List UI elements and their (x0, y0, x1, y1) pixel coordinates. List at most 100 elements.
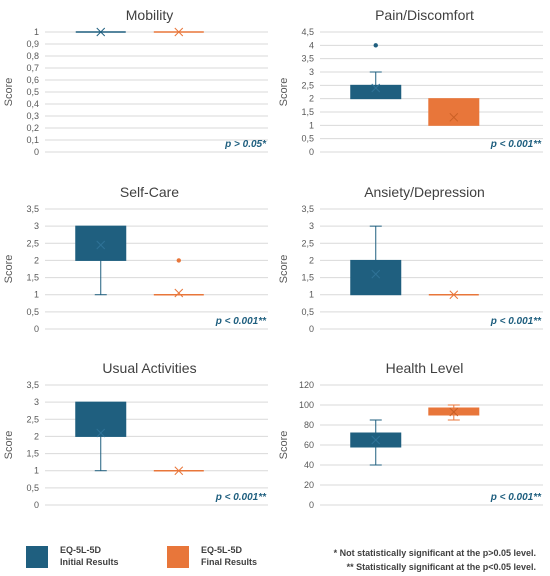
legend-initial-line2: Initial Results (60, 557, 119, 567)
chart-panel: Self-Care Score 0 0,5 1 1,5 2 2,5 3 3,5 p < 0.001*… (3, 184, 268, 334)
y-tick-label: 2,5 (26, 238, 39, 248)
legend-final-line1: EQ-5L-5D (201, 545, 243, 555)
y-tick-label: 0,6 (26, 75, 39, 85)
y-axis-label: Score (278, 255, 290, 284)
y-tick-label: 1,5 (26, 449, 39, 459)
y-tick-label: 2,5 (301, 238, 314, 248)
y-tick-label: 0,5 (301, 134, 314, 144)
y-tick-label: 3 (34, 397, 39, 407)
y-tick-label: 0,9 (26, 39, 39, 49)
y-tick-label: 80 (304, 420, 314, 430)
y-tick-label: 0 (309, 324, 314, 334)
p-value-label: p < 0.001** (215, 492, 267, 503)
y-tick-label: 2 (309, 255, 314, 265)
y-tick-label: 0 (309, 500, 314, 510)
box (350, 259, 402, 296)
p-value-label: p < 0.001** (490, 139, 542, 150)
box (75, 401, 127, 437)
mean-marker (96, 428, 106, 438)
mean-marker (174, 27, 184, 37)
y-axis-label: Score (3, 255, 15, 284)
note-significant: ** Statistically significant at the p<0.… (346, 562, 536, 572)
outlier-point (373, 43, 378, 48)
y-tick-label: 0,5 (26, 307, 39, 317)
y-tick-label: 1,5 (301, 273, 314, 283)
y-tick-label: 3 (34, 221, 39, 231)
chart-panel: Ansiety/Depression Score 0 0,5 1 1,5 2 2,5 3 3,5 p… (278, 184, 543, 334)
y-tick-label: 0,2 (26, 123, 39, 133)
chart-title: Mobility (126, 7, 173, 23)
y-tick-label: 3 (309, 67, 314, 77)
y-tick-label: 0 (34, 324, 39, 334)
mean-marker (174, 466, 184, 476)
box (75, 225, 127, 261)
note-not-significant: * Not statistically significant at the p… (333, 548, 536, 558)
y-tick-label: 0,8 (26, 51, 39, 61)
y-tick-label: 0 (34, 147, 39, 157)
y-axis-label: Score (278, 431, 290, 460)
y-tick-label: 1 (34, 466, 39, 476)
y-tick-label: 2 (34, 255, 39, 265)
charts-svg: Mobility Score 0 0,1 0,2 0,3 0,4 0,5 0,6 0,7 0,8 0,… (3, 7, 543, 510)
mean-marker (96, 240, 106, 250)
y-tick-label: 1 (34, 27, 39, 37)
p-value-label: p < 0.001** (215, 316, 267, 327)
chart-panel: Pain/Discomfort Score 0 0,5 1 1,5 2 2,5 3 3,5 4 4,5… (278, 7, 543, 157)
y-axis-label: Score (3, 431, 15, 460)
legend: EQ-5L-5D Initial Results EQ-5L-5D Final … (0, 540, 550, 576)
y-axis-label: Score (278, 78, 290, 107)
y-tick-label: 4,5 (301, 27, 314, 37)
y-tick-label: 1,5 (26, 273, 39, 283)
y-tick-label: 3 (309, 221, 314, 231)
y-tick-label: 20 (304, 480, 314, 490)
y-tick-label: 0 (34, 500, 39, 510)
significance-notes: * Not statistically significant at the p… (334, 546, 536, 574)
y-tick-label: 3,5 (26, 204, 39, 214)
box (350, 84, 402, 100)
y-tick-label: 40 (304, 460, 314, 470)
chart-panel: Usual Activities Score 0 0,5 1 1,5 2 2,5 3 3,5 p <… (3, 360, 268, 510)
y-tick-label: 1 (34, 290, 39, 300)
y-tick-label: 3,5 (301, 54, 314, 64)
legend-item-initial: EQ-5L-5D Initial Results (26, 544, 119, 568)
outlier-point (176, 258, 181, 263)
y-tick-label: 0 (309, 147, 314, 157)
legend-final-line2: Final Results (201, 557, 258, 567)
mean-marker (371, 269, 381, 279)
y-tick-label: 3,5 (26, 380, 39, 390)
y-tick-label: 0,5 (301, 307, 314, 317)
y-tick-label: 2,5 (301, 80, 314, 90)
y-tick-label: 1 (309, 120, 314, 130)
chart-title: Ansiety/Depression (364, 184, 485, 200)
y-tick-label: 2 (34, 431, 39, 441)
mean-marker (96, 27, 106, 37)
y-tick-label: 120 (299, 380, 314, 390)
mean-marker (371, 435, 381, 445)
y-tick-label: 0,5 (26, 87, 39, 97)
y-tick-label: 1,5 (301, 107, 314, 117)
chart-panel: Health Level Score 0 20 40 60 80 100 120 p < 0.00… (278, 360, 543, 510)
mean-marker (174, 288, 184, 298)
legend-swatch-initial (26, 546, 48, 568)
y-tick-label: 3,5 (301, 204, 314, 214)
p-value-label: p < 0.001** (490, 316, 542, 327)
y-tick-label: 100 (299, 400, 314, 410)
mean-marker (371, 83, 381, 93)
y-tick-label: 2 (309, 94, 314, 104)
chart-title: Health Level (386, 360, 464, 376)
chart-grid: Mobility Score 0 0,1 0,2 0,3 0,4 0,5 0,6 0,7 0,8 0,… (3, 7, 543, 510)
p-value-label: p > 0.05* (224, 139, 267, 150)
chart-title: Self-Care (120, 184, 179, 200)
chart-title: Pain/Discomfort (375, 7, 474, 23)
y-tick-label: 0,4 (26, 99, 39, 109)
box (428, 98, 480, 126)
chart-title: Usual Activities (102, 360, 196, 376)
y-tick-label: 60 (304, 440, 314, 450)
mean-marker (449, 290, 459, 300)
mean-marker (449, 407, 459, 417)
y-tick-label: 0,1 (26, 135, 39, 145)
y-axis-label: Score (3, 78, 15, 107)
chart-panel: Mobility Score 0 0,1 0,2 0,3 0,4 0,5 0,6 0,7 0,8 0,… (3, 7, 268, 157)
mean-marker (449, 112, 459, 122)
legend-item-final: EQ-5L-5D Final Results (167, 544, 257, 568)
